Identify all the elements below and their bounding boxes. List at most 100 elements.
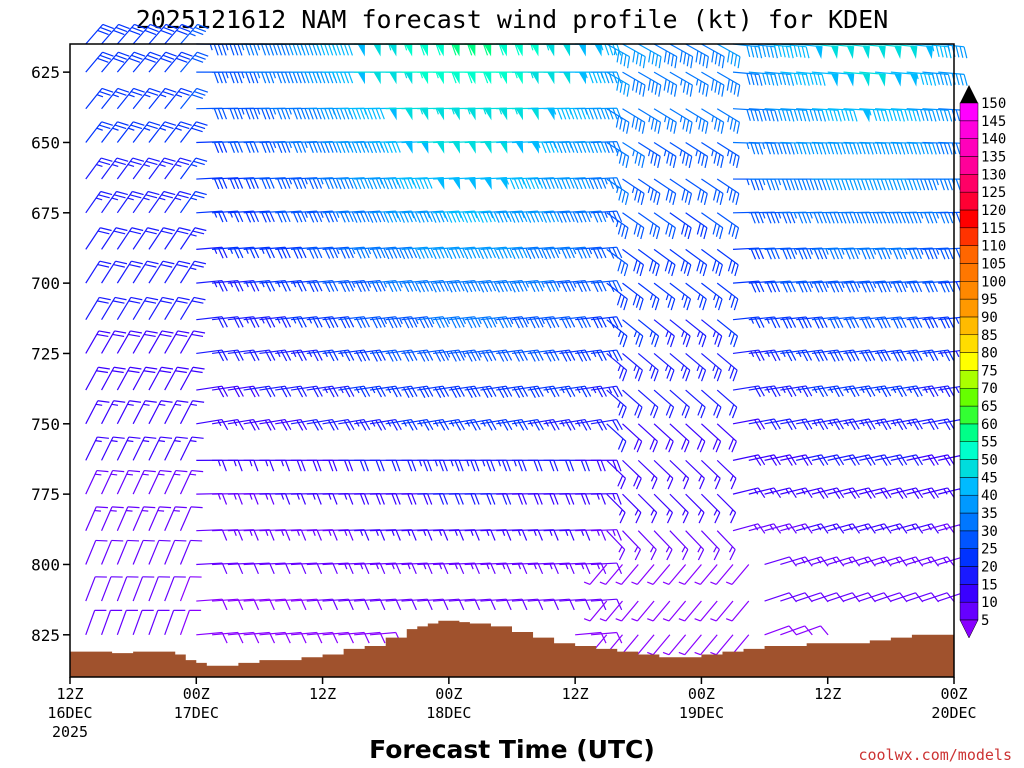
wind-barb bbox=[701, 319, 723, 348]
wind-barb-staff bbox=[385, 385, 412, 391]
wind-barb bbox=[180, 121, 208, 143]
wind-barb-half bbox=[332, 71, 336, 79]
wind-barb-full bbox=[196, 121, 208, 126]
wind-barb-full bbox=[564, 177, 571, 189]
wind-barb-full bbox=[770, 212, 776, 224]
colorbar-segment bbox=[959, 174, 979, 193]
wind-barb-full bbox=[805, 46, 810, 59]
wind-barb-staff bbox=[179, 576, 191, 602]
wind-barb-full bbox=[193, 330, 206, 334]
wind-barb bbox=[827, 71, 855, 87]
wind-barb bbox=[859, 108, 890, 122]
wind-barb-full bbox=[821, 247, 828, 260]
wind-barb-staff bbox=[401, 529, 428, 532]
wind-barb-staff bbox=[922, 71, 949, 75]
wind-barb-staff bbox=[685, 141, 708, 157]
y-tick-label: 625 bbox=[31, 63, 60, 82]
wind-barb-full bbox=[300, 562, 307, 575]
wind-barb-full bbox=[685, 369, 691, 382]
wind-barb-full bbox=[931, 418, 939, 430]
wind-barb-full bbox=[833, 178, 839, 191]
wind-barb-full bbox=[359, 141, 366, 153]
wind-barb bbox=[653, 141, 677, 168]
wind-barb bbox=[180, 190, 207, 214]
wind-barb-full bbox=[665, 404, 672, 416]
wind-barb bbox=[401, 107, 429, 121]
wind-barb-staff bbox=[590, 246, 617, 250]
wind-barb-staff bbox=[715, 564, 734, 585]
wind-barb-full bbox=[162, 296, 174, 301]
wind-barb-staff bbox=[480, 418, 507, 425]
wind-barb-full bbox=[545, 211, 552, 223]
wind-barb-full bbox=[351, 211, 358, 223]
wind-barb-full bbox=[654, 335, 660, 348]
wind-barb-half bbox=[126, 509, 133, 512]
wind-barb-full bbox=[483, 44, 489, 56]
wind-barb-flag bbox=[546, 107, 555, 121]
wind-barb bbox=[780, 280, 812, 293]
wind-barb bbox=[606, 141, 630, 168]
wind-barb bbox=[716, 43, 741, 69]
wind-barb-half bbox=[631, 618, 638, 622]
wind-barb-full bbox=[426, 210, 433, 223]
wind-barb-full bbox=[947, 143, 953, 155]
wind-barb-half bbox=[613, 48, 617, 56]
wind-barb-half bbox=[911, 524, 917, 531]
wind-barb-half bbox=[272, 141, 277, 149]
wind-barb bbox=[179, 366, 205, 391]
wind-barb bbox=[606, 319, 628, 348]
wind-barb-full bbox=[608, 177, 615, 190]
wind-barb-half bbox=[712, 330, 717, 338]
wind-barb-staff bbox=[890, 592, 916, 602]
wind-barb-full bbox=[849, 281, 856, 293]
wind-barb-full bbox=[876, 212, 883, 224]
wind-barb-staff bbox=[401, 349, 428, 355]
wind-barb bbox=[764, 418, 797, 431]
wind-barb-full bbox=[178, 227, 191, 232]
wind-barb-half bbox=[612, 493, 616, 500]
wind-barb-full bbox=[233, 177, 240, 189]
wind-barb-staff bbox=[922, 316, 949, 321]
wind-barb-full bbox=[213, 108, 220, 120]
wind-barb-staff bbox=[637, 141, 661, 157]
wind-barb-staff bbox=[669, 353, 691, 371]
wind-barb-staff bbox=[701, 212, 724, 229]
colorbar-label: 20 bbox=[981, 560, 998, 576]
wind-barb bbox=[101, 87, 130, 110]
wind-barb-half bbox=[650, 475, 655, 482]
wind-barb-half bbox=[174, 440, 181, 443]
wind-barb-half bbox=[895, 524, 901, 531]
wind-barb-staff bbox=[685, 459, 705, 479]
wind-barb-full bbox=[253, 529, 259, 541]
wind-barb-full bbox=[876, 248, 883, 260]
wind-barb bbox=[906, 247, 938, 260]
wind-barb-staff bbox=[101, 470, 114, 495]
wind-barb-full bbox=[221, 598, 228, 611]
wind-barb-full bbox=[383, 247, 390, 260]
wind-barb-full bbox=[300, 108, 306, 120]
wind-barb-full bbox=[438, 493, 445, 505]
wind-barb-full bbox=[682, 512, 689, 524]
wind-barb-full bbox=[272, 43, 278, 56]
wind-barb-staff bbox=[385, 349, 412, 355]
wind-barb-full bbox=[178, 90, 190, 96]
wind-barb bbox=[322, 598, 354, 611]
wind-barb-full bbox=[553, 493, 559, 505]
wind-barb-full bbox=[221, 141, 228, 153]
wind-barb-full bbox=[332, 598, 339, 611]
wind-barb-half bbox=[793, 248, 798, 255]
wind-barb-half bbox=[127, 163, 135, 168]
wind-barb-full bbox=[422, 460, 429, 472]
wind-barb bbox=[527, 598, 560, 611]
wind-barb-half bbox=[726, 186, 730, 194]
wind-barb-half bbox=[596, 493, 600, 500]
wind-barb-half bbox=[530, 71, 534, 79]
colorbar-label: 125 bbox=[981, 185, 1006, 201]
wind-barb-full bbox=[817, 142, 823, 155]
wind-barb-staff bbox=[715, 634, 734, 656]
wind-barb-half bbox=[678, 581, 685, 585]
wind-barb-full bbox=[845, 212, 851, 224]
wind-barb-full bbox=[521, 210, 528, 223]
wind-barb-full bbox=[509, 247, 516, 260]
wind-barb bbox=[132, 296, 159, 321]
